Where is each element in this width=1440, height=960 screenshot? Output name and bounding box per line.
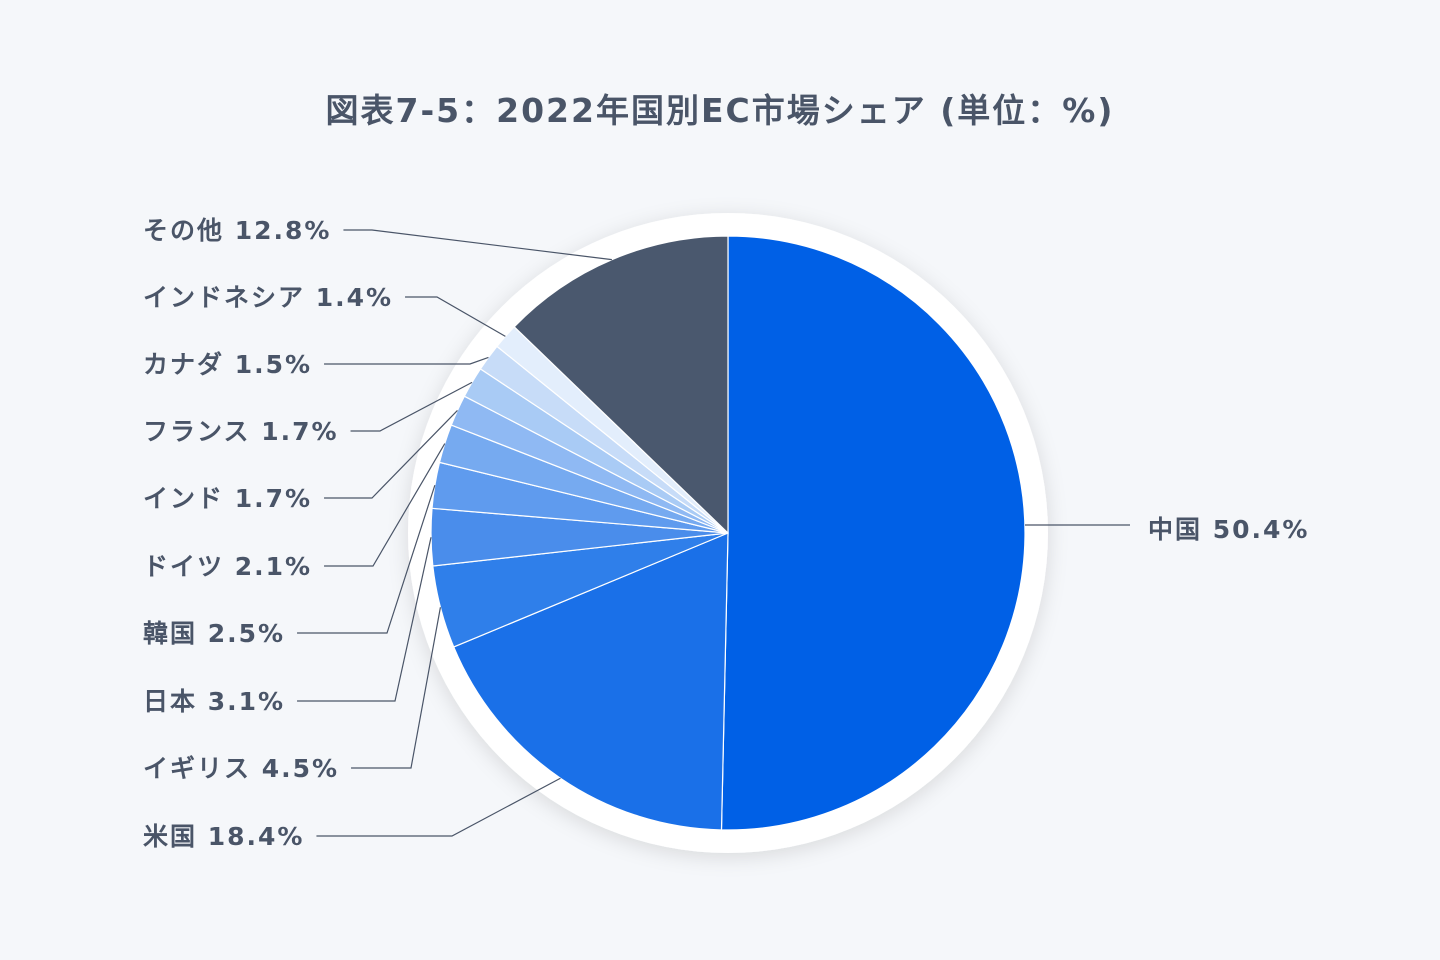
leader-line bbox=[324, 410, 458, 499]
slice-label: インドネシア 1.4% bbox=[143, 283, 393, 312]
leader-line bbox=[343, 229, 612, 261]
slice-label: インド 1.7% bbox=[143, 484, 312, 513]
slice-label: 米国 18.4% bbox=[143, 822, 304, 851]
slice-label: カナダ 1.5% bbox=[143, 350, 312, 379]
slice-label: 日本 3.1% bbox=[143, 687, 285, 716]
slice-label: 韓国 2.5% bbox=[143, 619, 285, 648]
leader-line bbox=[405, 296, 506, 337]
slice-label: その他 12.8% bbox=[143, 216, 331, 245]
slice-label: フランス 1.7% bbox=[143, 417, 339, 446]
pie-slice-1 bbox=[720, 235, 1026, 831]
chart-title: 図表7-5：2022年国別EC市場シェア (単位：%) bbox=[325, 91, 1115, 130]
leader-line bbox=[316, 777, 561, 837]
leader-line bbox=[350, 381, 473, 432]
pie-slice-2 bbox=[452, 532, 729, 831]
pie-slice-11 bbox=[513, 235, 729, 535]
leader-line bbox=[351, 607, 442, 769]
leader-line bbox=[297, 537, 432, 702]
slice-label: ドイツ 2.1% bbox=[143, 552, 312, 581]
leader-line bbox=[324, 356, 489, 365]
slice-label: 中国 50.4% bbox=[1148, 515, 1309, 544]
leader-line bbox=[324, 443, 446, 567]
leader-line bbox=[297, 485, 436, 634]
slice-label: イギリス 4.5% bbox=[143, 754, 339, 783]
